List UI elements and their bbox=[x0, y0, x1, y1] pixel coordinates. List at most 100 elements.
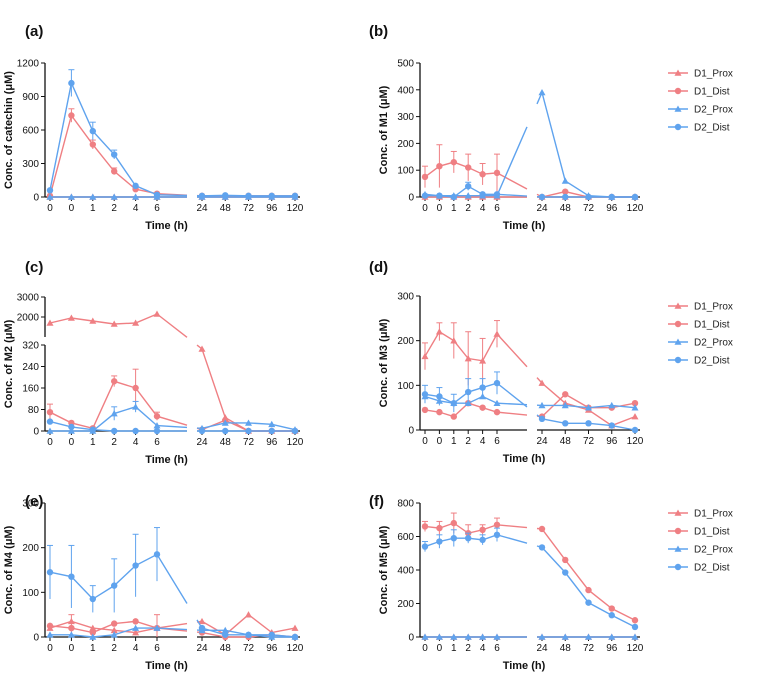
data-point bbox=[68, 80, 74, 86]
x-tick-label: 0 bbox=[422, 203, 428, 214]
data-point bbox=[632, 413, 639, 419]
x-tick-label: 4 bbox=[133, 203, 139, 214]
data-point bbox=[562, 391, 568, 397]
x-tick-label: 72 bbox=[583, 203, 595, 214]
data-point bbox=[47, 623, 53, 629]
data-point bbox=[539, 194, 545, 200]
y-tick-label: 300 bbox=[22, 159, 39, 170]
x-tick-label: 6 bbox=[494, 643, 500, 654]
y-tick-label: 300 bbox=[397, 112, 414, 123]
data-point bbox=[494, 330, 501, 336]
x-tick-label: 4 bbox=[133, 437, 139, 448]
y-tick-label: 160 bbox=[22, 384, 39, 395]
y-axis-title: Conc. of M4 (μM) bbox=[3, 525, 15, 614]
x-tick-label: 120 bbox=[287, 643, 304, 654]
y-tick-label: 0 bbox=[33, 193, 39, 204]
data-point bbox=[562, 177, 569, 183]
data-point bbox=[47, 418, 53, 424]
data-point bbox=[90, 128, 96, 134]
x-axis-title: Time (h) bbox=[145, 220, 188, 232]
y-tick-label: 240 bbox=[22, 362, 39, 373]
x-axis-title: Time (h) bbox=[503, 453, 546, 465]
x-axis-title: Time (h) bbox=[145, 660, 188, 672]
x-tick-label: 0 bbox=[69, 437, 75, 448]
y-tick-label: 800 bbox=[397, 499, 414, 510]
data-point bbox=[422, 523, 428, 529]
data-point bbox=[245, 193, 251, 199]
y-tick-label: 500 bbox=[397, 59, 414, 70]
data-point bbox=[111, 151, 117, 157]
data-point bbox=[451, 159, 457, 165]
panel-label: (c) bbox=[25, 259, 43, 276]
series-D2_Prox bbox=[422, 634, 639, 640]
y-tick-label: 2000 bbox=[17, 313, 40, 324]
data-point bbox=[479, 404, 485, 410]
data-point bbox=[422, 543, 428, 549]
data-point bbox=[562, 569, 568, 575]
series-line-right bbox=[537, 528, 635, 620]
y-tick-label: 1200 bbox=[17, 59, 40, 70]
x-tick-label: 0 bbox=[422, 643, 428, 654]
data-point bbox=[436, 328, 443, 334]
series-line-right bbox=[197, 615, 295, 635]
data-point bbox=[609, 422, 615, 428]
y-axis-title: Conc. of M3 (μM) bbox=[378, 318, 390, 407]
series-D2_Prox bbox=[422, 89, 639, 200]
series-line-left bbox=[50, 83, 187, 195]
x-tick-label: 1 bbox=[90, 203, 96, 214]
y-tick-label: 200 bbox=[397, 336, 414, 347]
x-tick-label: 120 bbox=[627, 436, 644, 447]
data-point bbox=[562, 557, 568, 563]
data-point bbox=[539, 544, 545, 550]
data-point bbox=[451, 520, 457, 526]
series-D1_Dist bbox=[422, 145, 638, 200]
series-line-right bbox=[537, 378, 635, 426]
data-point bbox=[585, 587, 591, 593]
y-tick-label: 0 bbox=[408, 633, 414, 644]
panel-label: (d) bbox=[369, 259, 388, 276]
legend-label: D1_Dist bbox=[694, 87, 730, 98]
x-tick-label: 1 bbox=[90, 437, 96, 448]
x-tick-label: 24 bbox=[536, 203, 548, 214]
x-tick-label: 4 bbox=[480, 203, 486, 214]
data-point bbox=[154, 551, 160, 557]
legend-label: D1_Dist bbox=[694, 320, 730, 331]
legend-label: D2_Dist bbox=[694, 123, 730, 134]
y-tick-label: 400 bbox=[397, 85, 414, 96]
x-tick-label: 48 bbox=[220, 203, 232, 214]
x-tick-label: 96 bbox=[606, 436, 618, 447]
x-tick-label: 2 bbox=[465, 643, 471, 654]
y-axis-title: Conc. of M1 (μM) bbox=[378, 85, 390, 174]
data-point bbox=[479, 537, 485, 543]
data-point bbox=[292, 428, 298, 434]
data-point bbox=[222, 632, 228, 638]
x-tick-label: 0 bbox=[437, 643, 443, 654]
series-line-left bbox=[50, 115, 187, 195]
legend-swatch-marker bbox=[675, 357, 681, 363]
data-point bbox=[269, 428, 275, 434]
x-tick-label: 72 bbox=[243, 203, 255, 214]
x-tick-label: 6 bbox=[154, 643, 160, 654]
data-point bbox=[422, 353, 429, 359]
x-tick-label: 6 bbox=[154, 437, 160, 448]
data-point bbox=[494, 191, 500, 197]
legend-swatch-marker bbox=[675, 564, 681, 570]
x-tick-label: 24 bbox=[196, 643, 208, 654]
data-point bbox=[199, 193, 205, 199]
x-tick-label: 96 bbox=[606, 203, 618, 214]
data-point bbox=[494, 409, 500, 415]
series-line-left bbox=[425, 332, 527, 367]
data-point bbox=[494, 522, 500, 528]
x-tick-label: 96 bbox=[266, 437, 278, 448]
data-point bbox=[465, 164, 471, 170]
data-point bbox=[422, 391, 428, 397]
x-tick-label: 48 bbox=[560, 436, 572, 447]
legend-label: D2_Dist bbox=[694, 356, 730, 367]
data-point bbox=[436, 525, 442, 531]
data-point bbox=[632, 617, 638, 623]
y-axis-title: Conc. of catechin (μM) bbox=[3, 71, 15, 189]
